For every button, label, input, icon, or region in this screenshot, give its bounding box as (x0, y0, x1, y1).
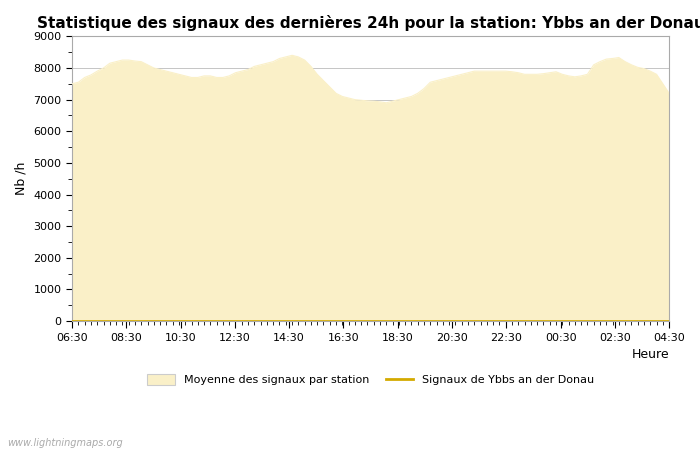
Title: Statistique des signaux des dernières 24h pour la station: Ybbs an der Donau: Statistique des signaux des dernières 24… (36, 15, 700, 31)
Text: www.lightningmaps.org: www.lightningmaps.org (7, 438, 122, 448)
X-axis label: Heure: Heure (631, 348, 669, 361)
Legend: Moyenne des signaux par station, Signaux de Ybbs an der Donau: Moyenne des signaux par station, Signaux… (142, 369, 598, 390)
Y-axis label: Nb /h: Nb /h (15, 162, 28, 195)
